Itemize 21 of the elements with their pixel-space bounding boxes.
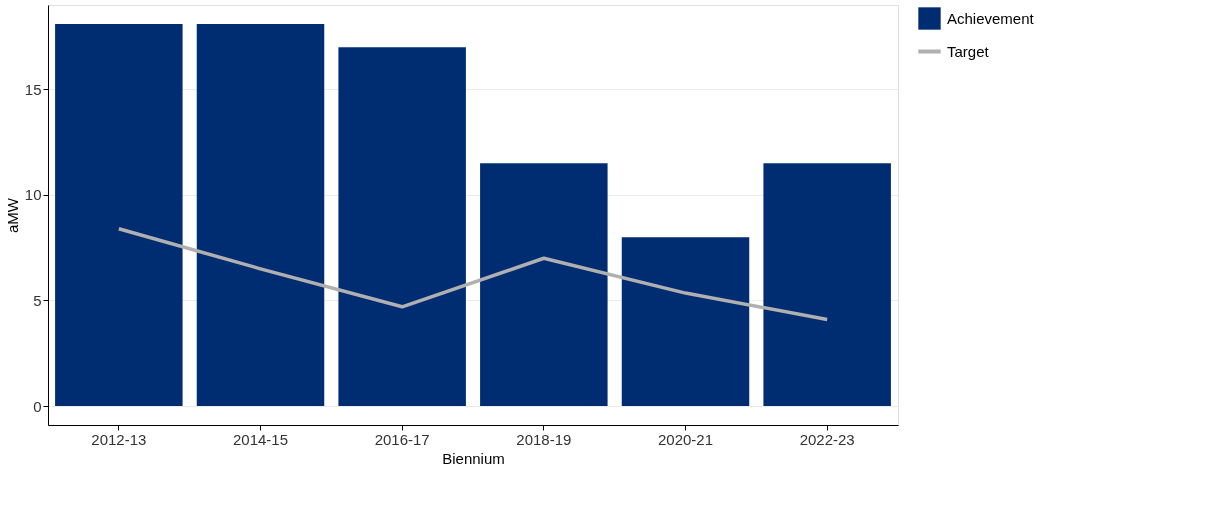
bar — [196, 23, 325, 407]
legend-label: Target — [947, 42, 990, 60]
x-tick-label: 2012-13 — [91, 430, 147, 448]
bar — [480, 163, 608, 407]
x-tick-label: 2014-15 — [232, 430, 289, 448]
bar — [763, 163, 891, 407]
x-tick-label: 2020-21 — [657, 430, 714, 448]
x-tick-label: 2016-17 — [374, 430, 430, 448]
x-tick-label: 2018-19 — [516, 430, 572, 448]
y-tick-label: 15 — [24, 80, 42, 98]
y-tick-label: 10 — [24, 186, 42, 204]
bar — [621, 237, 750, 407]
bar — [55, 23, 183, 407]
x-tick-label: 2022-23 — [799, 430, 855, 448]
bar — [338, 47, 466, 407]
legend-label: Achievement — [947, 9, 1035, 27]
y-tick-label: 0 — [33, 397, 42, 415]
y-tick-label: 5 — [33, 291, 42, 309]
y-axis-title: aMW — [3, 197, 21, 233]
x-axis-title: Biennium — [442, 449, 505, 467]
line-series — [117, 226, 829, 322]
